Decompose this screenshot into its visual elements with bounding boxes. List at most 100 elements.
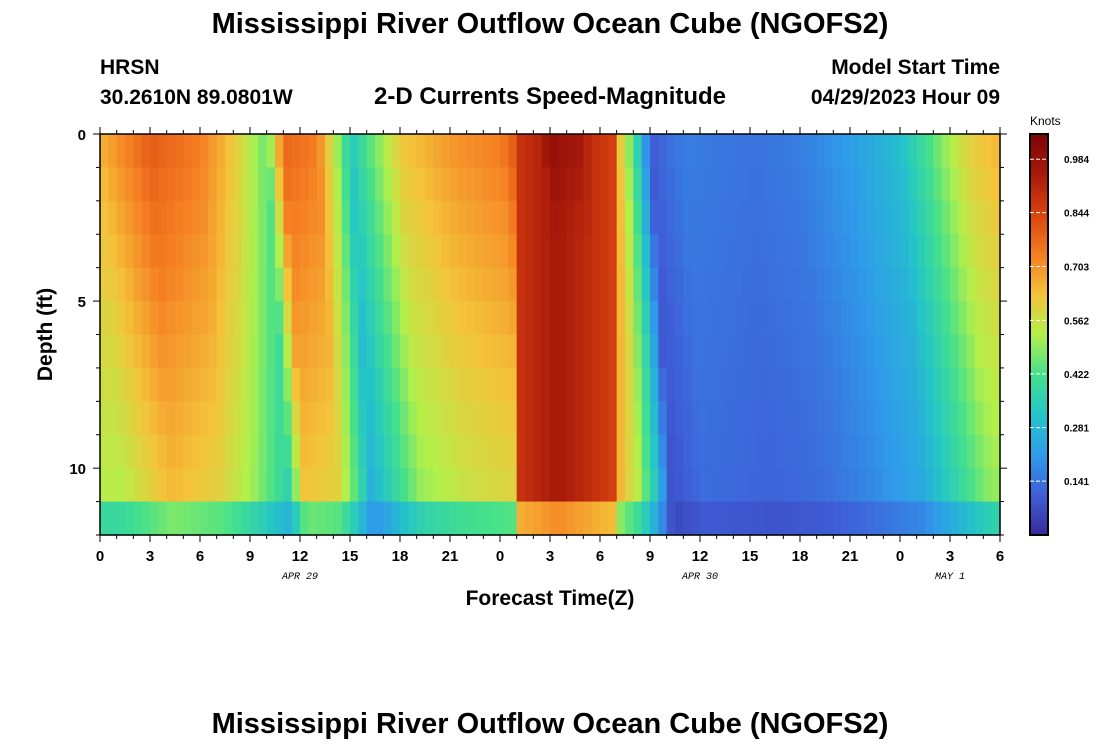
- heatmap-cell: [125, 267, 134, 302]
- heatmap-cell: [833, 401, 843, 436]
- heatmap-cell: [516, 167, 526, 202]
- heatmap-cell: [625, 367, 634, 402]
- heatmap-cell: [883, 468, 893, 503]
- heatmap-cell: [408, 167, 418, 202]
- heatmap-cell: [716, 267, 726, 302]
- heatmap-cell: [108, 200, 118, 235]
- heatmap-cell: [758, 434, 768, 469]
- heatmap-cell: [791, 134, 801, 169]
- heatmap-cell: [933, 401, 943, 436]
- heatmap-cell: [316, 267, 326, 302]
- heatmap-cell: [108, 434, 118, 469]
- heatmap-cell: [133, 501, 143, 536]
- heatmap-cell: [816, 267, 826, 302]
- heatmap-cell: [983, 468, 993, 503]
- heatmap-cell: [383, 134, 393, 169]
- heatmap-cell: [366, 401, 376, 436]
- heatmap-cell: [633, 468, 643, 503]
- heatmap-cell: [891, 167, 901, 202]
- heatmap-cell: [333, 367, 343, 402]
- heatmap-cell: [733, 167, 743, 202]
- heatmap-cell: [458, 267, 468, 302]
- heatmap-cell: [475, 167, 484, 202]
- heatmap-cell: [591, 301, 601, 336]
- heatmap-cell: [891, 334, 901, 369]
- heatmap-cell: [133, 200, 143, 235]
- heatmap-cell: [675, 468, 684, 503]
- heatmap-cell: [750, 234, 759, 269]
- heatmap-cell: [550, 434, 559, 469]
- heatmap-cell: [375, 434, 384, 469]
- heatmap-cell: [275, 234, 284, 269]
- heatmap-cell: [125, 434, 134, 469]
- heatmap-cell: [958, 501, 968, 536]
- heatmap-cell: [150, 468, 159, 503]
- heatmap-cell: [791, 434, 801, 469]
- heatmap-cell: [575, 367, 584, 402]
- heatmap-cell: [850, 200, 859, 235]
- heatmap-cell: [250, 301, 259, 336]
- heatmap-cell: [975, 234, 984, 269]
- heatmap-cell: [291, 434, 301, 469]
- heatmap-cell: [275, 167, 284, 202]
- heatmap-cell: [650, 367, 659, 402]
- heatmap-cell: [708, 468, 718, 503]
- heatmap-cell: [475, 200, 484, 235]
- heatmap-cell: [691, 367, 701, 402]
- heatmap-cell: [400, 234, 409, 269]
- heatmap-cell: [800, 200, 809, 235]
- heatmap-cell: [458, 134, 468, 169]
- heatmap-cell: [575, 234, 584, 269]
- heatmap-cell: [516, 367, 526, 402]
- heatmap-cell: [283, 401, 293, 436]
- heatmap-cell: [141, 334, 151, 369]
- heatmap-cell: [175, 267, 184, 302]
- heatmap-cell: [700, 134, 709, 169]
- heatmap-cell: [341, 468, 351, 503]
- y-axis-label: Depth (ft): [34, 288, 57, 381]
- heatmap-cell: [991, 267, 1001, 302]
- heatmap-cell: [533, 234, 543, 269]
- heatmap-cell: [425, 401, 434, 436]
- heatmap-cell: [191, 367, 201, 402]
- heatmap-cell: [450, 301, 459, 336]
- heatmap-cell: [541, 301, 551, 336]
- heatmap-cell: [533, 401, 543, 436]
- y-tick-label: 0: [78, 127, 86, 144]
- heatmap-cell: [691, 401, 701, 436]
- heatmap-cell: [191, 334, 201, 369]
- heatmap-cell: [941, 200, 951, 235]
- heatmap-cell: [116, 134, 126, 169]
- heatmap-cell: [191, 301, 201, 336]
- heatmap-cell: [533, 334, 543, 369]
- heatmap-cell: [500, 200, 509, 235]
- heatmap-cell: [650, 501, 659, 536]
- heatmap-cell: [241, 501, 251, 536]
- heatmap-cell: [725, 501, 734, 536]
- heatmap-cell: [616, 267, 626, 302]
- heatmap-cell: [100, 434, 109, 469]
- heatmap-cell: [625, 134, 634, 169]
- heatmap-cell: [266, 367, 276, 402]
- heatmap-cell: [625, 468, 634, 503]
- heatmap-cell: [141, 301, 151, 336]
- heatmap-cell: [733, 334, 743, 369]
- heatmap-cell: [300, 434, 309, 469]
- heatmap-cell: [800, 434, 809, 469]
- heatmap-cell: [658, 501, 668, 536]
- heatmap-cell: [683, 367, 693, 402]
- heatmap-cell: [716, 468, 726, 503]
- heatmap-cell: [250, 234, 259, 269]
- heatmap-cell: [208, 167, 218, 202]
- heatmap-cell: [650, 434, 659, 469]
- heatmap-cell: [525, 134, 534, 169]
- heatmap-cell: [633, 434, 643, 469]
- heatmap-cell: [825, 501, 834, 536]
- heatmap-cell: [475, 234, 484, 269]
- heatmap-cell: [100, 367, 109, 402]
- heatmap-cell: [791, 301, 801, 336]
- heatmap-cell: [283, 434, 293, 469]
- heatmap-cell: [483, 267, 493, 302]
- heatmap-cell: [266, 200, 276, 235]
- heatmap-cell: [208, 200, 218, 235]
